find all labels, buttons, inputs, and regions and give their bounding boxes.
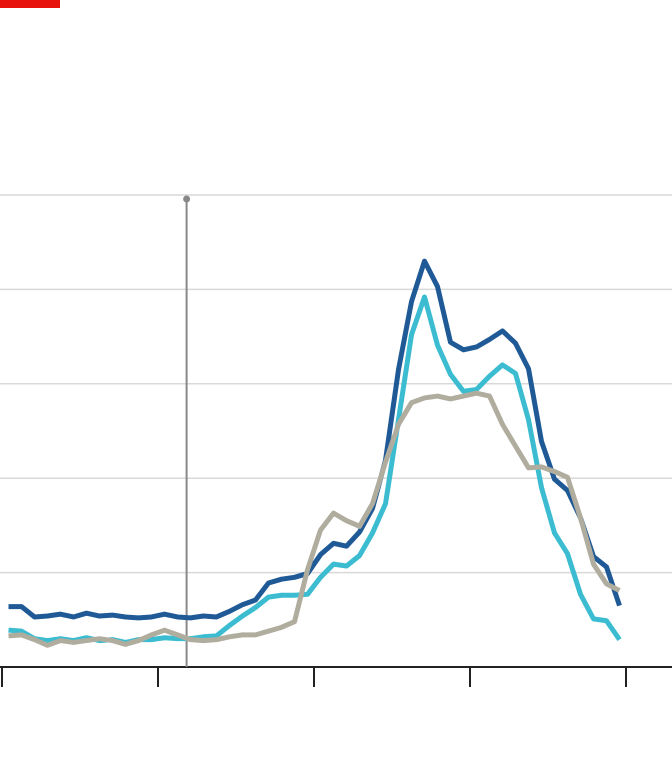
brand-bar [0, 0, 60, 8]
marker-dot [183, 195, 191, 203]
series-line [8, 258, 622, 621]
series-line [8, 390, 621, 648]
